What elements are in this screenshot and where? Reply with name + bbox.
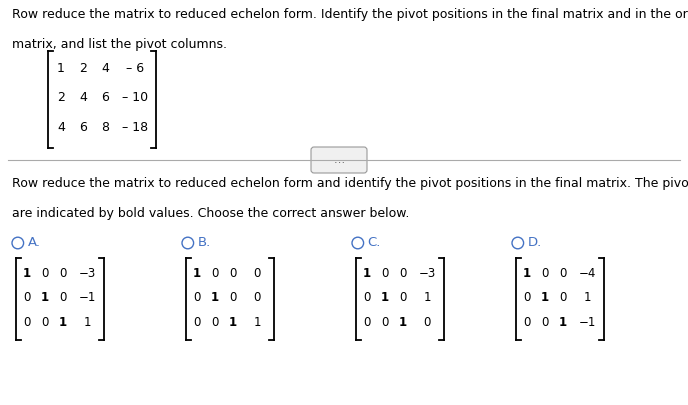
Text: – 18: – 18 xyxy=(122,121,148,134)
Text: 1: 1 xyxy=(83,315,91,328)
Text: −4: −4 xyxy=(579,266,596,279)
Text: 1: 1 xyxy=(253,315,261,328)
Text: 1: 1 xyxy=(57,62,65,75)
Text: 0: 0 xyxy=(363,315,371,328)
Text: −1: −1 xyxy=(78,291,96,304)
Text: 0: 0 xyxy=(253,266,261,279)
Text: 0: 0 xyxy=(59,291,67,304)
Text: 0: 0 xyxy=(363,291,371,304)
Text: D.: D. xyxy=(528,237,542,249)
Text: −3: −3 xyxy=(418,266,436,279)
Text: 1: 1 xyxy=(423,291,431,304)
Text: matrix, and list the pivot columns.: matrix, and list the pivot columns. xyxy=(12,38,227,51)
Text: 0: 0 xyxy=(399,266,407,279)
Text: 0: 0 xyxy=(559,266,567,279)
Text: 0: 0 xyxy=(41,266,49,279)
Text: 0: 0 xyxy=(541,315,549,328)
Text: 6: 6 xyxy=(79,121,87,134)
Text: 6: 6 xyxy=(101,91,109,104)
Text: 0: 0 xyxy=(41,315,49,328)
Text: 1: 1 xyxy=(559,315,567,328)
Text: 1: 1 xyxy=(193,266,201,279)
Text: C.: C. xyxy=(367,237,381,249)
Text: 0: 0 xyxy=(399,291,407,304)
Text: 0: 0 xyxy=(59,266,67,279)
Text: A.: A. xyxy=(28,237,41,249)
Text: 1: 1 xyxy=(541,291,549,304)
Text: 1: 1 xyxy=(211,291,219,304)
Text: 2: 2 xyxy=(79,62,87,75)
Text: 4: 4 xyxy=(57,121,65,134)
Text: 0: 0 xyxy=(559,291,567,304)
Text: 0: 0 xyxy=(423,315,431,328)
Text: 0: 0 xyxy=(381,266,389,279)
Text: – 6: – 6 xyxy=(126,62,144,75)
Text: 0: 0 xyxy=(193,315,201,328)
Text: 1: 1 xyxy=(583,291,591,304)
Text: 1: 1 xyxy=(229,315,237,328)
Text: – 10: – 10 xyxy=(122,91,148,104)
Text: 0: 0 xyxy=(524,291,530,304)
Text: B.: B. xyxy=(197,237,211,249)
FancyBboxPatch shape xyxy=(311,147,367,173)
Text: 1: 1 xyxy=(381,291,389,304)
Text: Row reduce the matrix to reduced echelon form and identify the pivot positions i: Row reduce the matrix to reduced echelon… xyxy=(12,177,688,190)
Text: 1: 1 xyxy=(41,291,49,304)
Text: 0: 0 xyxy=(524,315,530,328)
Text: 1: 1 xyxy=(523,266,531,279)
Text: 4: 4 xyxy=(79,91,87,104)
Text: 0: 0 xyxy=(23,291,31,304)
Text: are indicated by bold values. Choose the correct answer below.: are indicated by bold values. Choose the… xyxy=(12,207,409,220)
Text: 1: 1 xyxy=(59,315,67,328)
Text: 0: 0 xyxy=(229,291,237,304)
Text: 0: 0 xyxy=(541,266,549,279)
Text: −3: −3 xyxy=(78,266,96,279)
Text: …: … xyxy=(334,155,345,165)
Text: 8: 8 xyxy=(101,121,109,134)
Text: 4: 4 xyxy=(101,62,109,75)
Text: 0: 0 xyxy=(229,266,237,279)
Text: Row reduce the matrix to reduced echelon form. Identify the pivot positions in t: Row reduce the matrix to reduced echelon… xyxy=(12,8,688,21)
Text: 0: 0 xyxy=(23,315,31,328)
Text: 0: 0 xyxy=(253,291,261,304)
Text: 0: 0 xyxy=(193,291,201,304)
Text: 0: 0 xyxy=(381,315,389,328)
Text: 1: 1 xyxy=(23,266,31,279)
Text: 0: 0 xyxy=(211,315,219,328)
Text: −1: −1 xyxy=(579,315,596,328)
Text: 1: 1 xyxy=(399,315,407,328)
Text: 2: 2 xyxy=(57,91,65,104)
Text: 1: 1 xyxy=(363,266,371,279)
Text: 0: 0 xyxy=(211,266,219,279)
